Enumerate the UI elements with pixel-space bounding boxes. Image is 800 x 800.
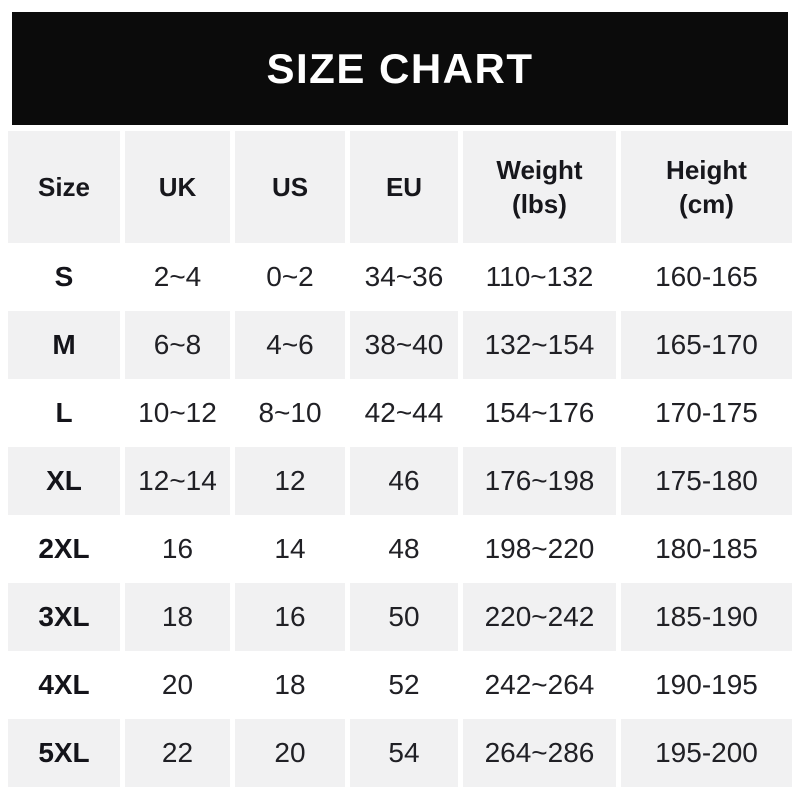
cell-size: M [8, 311, 120, 379]
cell-us: 4~6 [235, 311, 345, 379]
cell-uk: 2~4 [153, 260, 202, 292]
cell-height: 185-190 [621, 583, 792, 651]
cell-eu: 34~36 [364, 260, 444, 292]
cell-height: 170-175 [655, 396, 758, 428]
table-row-5xl: 5XL 22 20 54 264~286 195-200 [8, 719, 792, 787]
cell-eu: 48 [388, 532, 420, 564]
table-header-row: Size UK US EU Weight (lbs) Height (cm) [8, 131, 792, 243]
cell-uk: 12~14 [125, 447, 230, 515]
cell-uk: 18 [125, 583, 230, 651]
cell-uk: 10~12 [138, 396, 217, 428]
column-header-label: Weight [496, 154, 583, 185]
cell-eu: 54 [350, 719, 458, 787]
cell-size: S [54, 260, 74, 292]
table-row-4xl: 4XL 20 18 52 242~264 190-195 [8, 651, 792, 719]
column-header-unit: (cm) [679, 189, 734, 219]
column-header-label: EU [385, 171, 423, 202]
cell-eu: 38~40 [350, 311, 458, 379]
cell-height: 190-195 [655, 668, 758, 700]
column-header-label: UK [158, 171, 197, 202]
column-header-unit: (lbs) [512, 189, 567, 219]
cell-us: 8~10 [258, 396, 322, 428]
table-row-m: M 6~8 4~6 38~40 132~154 165-170 [8, 311, 792, 379]
cell-eu: 46 [350, 447, 458, 515]
page-title: SIZE CHART [266, 44, 534, 92]
cell-us: 12 [235, 447, 345, 515]
cell-size: 5XL [8, 719, 120, 787]
cell-us: 0~2 [266, 260, 314, 292]
cell-height: 195-200 [621, 719, 792, 787]
cell-size: 4XL [38, 668, 90, 700]
cell-height: 180-185 [655, 532, 758, 564]
cell-eu: 50 [350, 583, 458, 651]
cell-weight: 176~198 [463, 447, 616, 515]
column-header-eu: EU [350, 131, 458, 243]
cell-height: 165-170 [621, 311, 792, 379]
column-header-us: US [235, 131, 345, 243]
cell-size: 3XL [8, 583, 120, 651]
column-header-size: Size [8, 131, 120, 243]
cell-size: 2XL [38, 532, 90, 564]
cell-eu: 42~44 [364, 396, 444, 428]
cell-uk: 20 [161, 668, 194, 700]
cell-height: 160-165 [655, 260, 758, 292]
size-chart-banner: SIZE CHART [12, 12, 788, 125]
cell-uk: 6~8 [125, 311, 230, 379]
cell-us: 16 [235, 583, 345, 651]
cell-us: 14 [274, 532, 306, 564]
cell-weight: 154~176 [484, 396, 595, 428]
table-row-s: S 2~4 0~2 34~36 110~132 160-165 [8, 243, 792, 311]
cell-uk: 22 [125, 719, 230, 787]
column-header-label: Size [37, 171, 91, 202]
table-row-2xl: 2XL 16 14 48 198~220 180-185 [8, 515, 792, 583]
column-header-label: Height [666, 154, 747, 185]
cell-weight: 242~264 [484, 668, 595, 700]
table-row-3xl: 3XL 18 16 50 220~242 185-190 [8, 583, 792, 651]
column-header-uk: UK [125, 131, 230, 243]
cell-uk: 16 [161, 532, 194, 564]
cell-weight: 220~242 [463, 583, 616, 651]
column-header-label: US [271, 171, 309, 202]
table-row-l: L 10~12 8~10 42~44 154~176 170-175 [8, 379, 792, 447]
table-row-xl: XL 12~14 12 46 176~198 175-180 [8, 447, 792, 515]
cell-height: 175-180 [621, 447, 792, 515]
cell-weight: 132~154 [463, 311, 616, 379]
cell-weight: 110~132 [485, 260, 594, 292]
cell-weight: 198~220 [484, 532, 595, 564]
size-chart-table: Size UK US EU Weight (lbs) Height (cm) S… [8, 131, 792, 787]
cell-size: XL [8, 447, 120, 515]
cell-size: L [55, 396, 73, 428]
cell-us: 18 [274, 668, 306, 700]
column-header-height: Height (cm) [621, 131, 792, 243]
cell-us: 20 [235, 719, 345, 787]
cell-eu: 52 [388, 668, 420, 700]
column-header-weight: Weight (lbs) [463, 131, 616, 243]
cell-weight: 264~286 [463, 719, 616, 787]
